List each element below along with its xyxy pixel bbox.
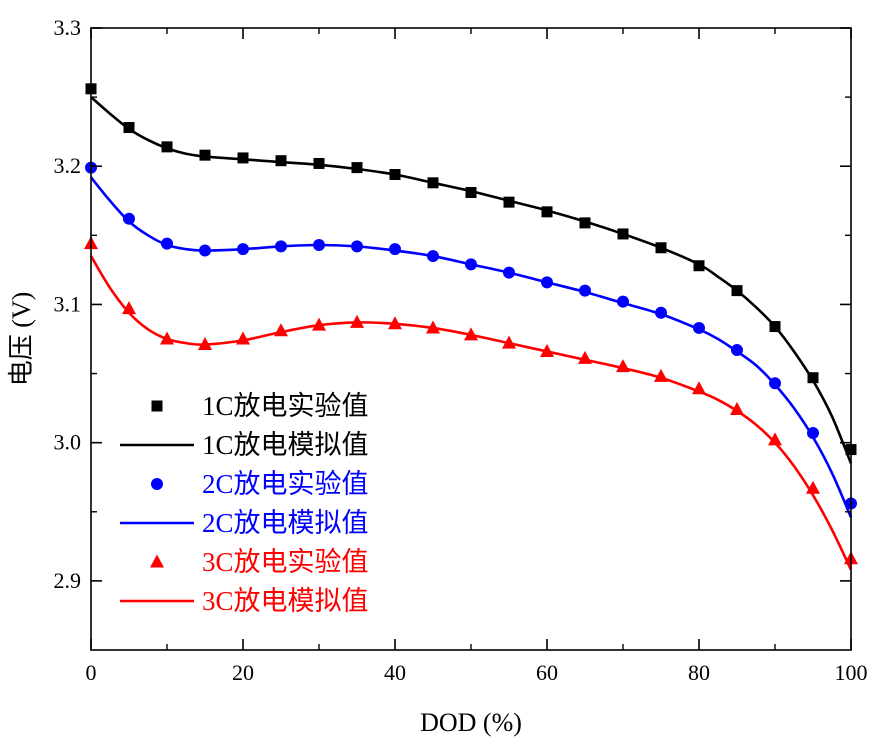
legend-item: 1C放电模拟值 bbox=[120, 430, 369, 460]
x-tick-label: 20 bbox=[232, 660, 254, 685]
series-2 bbox=[90, 96, 853, 464]
legend-item: 3C放电模拟值 bbox=[120, 586, 369, 616]
legend-item: 2C放电模拟值 bbox=[120, 508, 369, 538]
legend: 1C放电实验值 1C放电模拟值 2C放电实验值 2C放电模拟值 3C放电实验值 3C放电模… bbox=[120, 391, 369, 616]
x-tick-label: 40 bbox=[384, 660, 406, 685]
data-point bbox=[807, 372, 819, 384]
series-line bbox=[90, 96, 853, 464]
legend-label: 1C放电实验值 bbox=[202, 391, 369, 421]
legend-label: 3C放电实验值 bbox=[202, 547, 369, 577]
tick-labels-layer: 0 20 40 60 80 100 2.9 3.0 3.1 3.2 3.3 bbox=[54, 15, 868, 685]
x-tick-label: 100 bbox=[835, 660, 868, 685]
legend-item: 2C放电实验值 bbox=[151, 469, 369, 499]
y-tick-label: 3.0 bbox=[54, 430, 82, 455]
legend-marker-symbol bbox=[151, 478, 163, 490]
legend-label: 3C放电模拟值 bbox=[202, 586, 369, 616]
data-point bbox=[236, 331, 250, 345]
legend-item: 3C放电实验值 bbox=[150, 547, 369, 577]
series-layer bbox=[84, 83, 858, 571]
series-line bbox=[89, 255, 853, 571]
data-point bbox=[237, 152, 249, 164]
ticks-layer bbox=[90, 27, 852, 650]
x-axis-title: DOD (%) bbox=[420, 708, 522, 737]
data-point bbox=[313, 157, 325, 169]
data-point bbox=[541, 206, 553, 218]
legend-marker-symbol bbox=[150, 554, 164, 568]
data-point bbox=[275, 155, 287, 167]
legend-label: 2C放电模拟值 bbox=[202, 508, 369, 538]
y-tick-label: 3.1 bbox=[54, 291, 82, 316]
x-tick-label: 80 bbox=[688, 660, 710, 685]
series-6 bbox=[89, 255, 853, 571]
legend-marker-symbol bbox=[151, 400, 163, 412]
series-line bbox=[89, 176, 853, 518]
legend-item: 1C放电实验值 bbox=[151, 391, 369, 421]
x-tick-label: 60 bbox=[536, 660, 558, 685]
data-point bbox=[351, 162, 363, 174]
y-tick-label: 3.2 bbox=[54, 153, 82, 178]
data-point bbox=[503, 196, 515, 208]
data-point bbox=[122, 301, 136, 315]
data-point bbox=[768, 432, 782, 446]
y-tick-label: 2.9 bbox=[54, 568, 82, 593]
data-point bbox=[123, 212, 135, 225]
data-point bbox=[579, 217, 591, 229]
legend-label: 2C放电实验值 bbox=[202, 469, 369, 499]
y-axis-title: 电压 (V) bbox=[7, 292, 36, 387]
x-tick-label: 0 bbox=[86, 660, 97, 685]
legend-label: 1C放电模拟值 bbox=[202, 430, 369, 460]
series-4 bbox=[89, 176, 853, 518]
data-point bbox=[199, 149, 211, 161]
data-point bbox=[465, 186, 477, 198]
y-tick-label: 3.3 bbox=[54, 15, 82, 40]
